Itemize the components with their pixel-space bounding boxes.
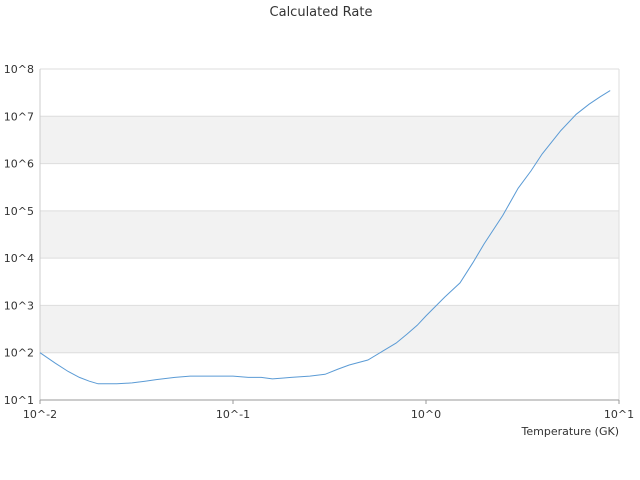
x-tick-label: 10^0 — [411, 408, 441, 421]
x-tick-label: 10^1 — [604, 408, 634, 421]
y-tick-label: 10^2 — [4, 347, 34, 360]
band — [40, 69, 619, 117]
gridlines — [40, 68, 619, 401]
y-tick-label: 10^1 — [4, 394, 34, 407]
x-axis-title: Temperature (GK) — [521, 425, 620, 438]
series-layer — [39, 90, 611, 385]
band — [40, 163, 619, 211]
band — [40, 305, 619, 353]
x-tick-label: 10^-1 — [216, 408, 250, 421]
band — [40, 116, 619, 164]
y-tick-label: 10^7 — [4, 110, 34, 123]
series-line — [39, 90, 611, 385]
band — [40, 352, 619, 400]
y-tick-label: 10^3 — [4, 299, 34, 312]
background-bands — [40, 69, 619, 400]
y-tick-label: 10^4 — [4, 252, 34, 265]
y-tick-label: 10^5 — [4, 205, 34, 218]
axes — [39, 69, 620, 404]
y-tick-label: 10^6 — [4, 158, 34, 171]
tick-labels: 10^110^210^310^410^510^610^710^810^-2 10^… — [4, 63, 634, 421]
y-tick-label: 10^8 — [4, 63, 34, 76]
band — [40, 258, 619, 306]
x-tick-label: 10^-2 — [23, 408, 57, 421]
band — [40, 210, 619, 259]
chart-title: Calculated Rate — [270, 5, 373, 20]
